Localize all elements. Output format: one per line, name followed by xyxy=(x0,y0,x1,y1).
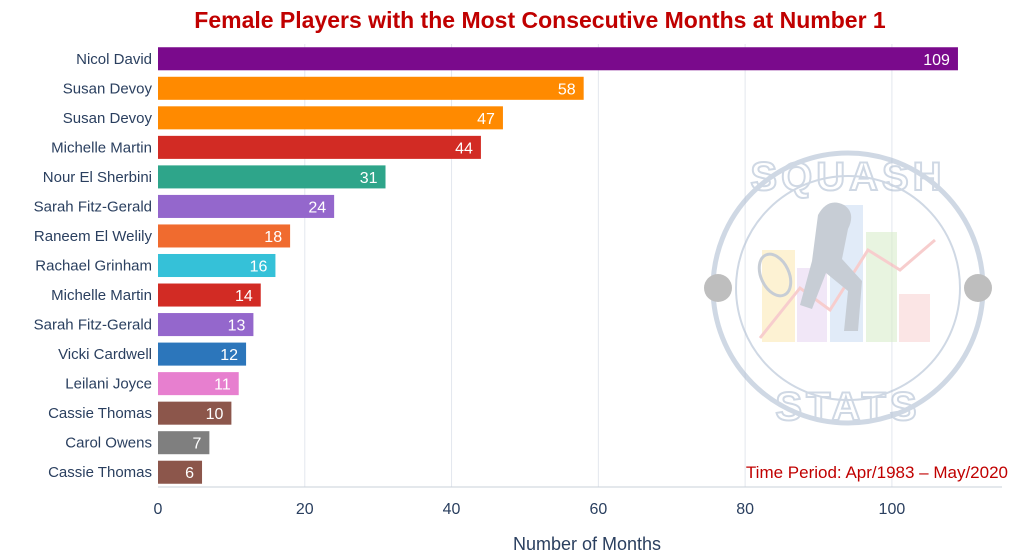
x-tick-label: 20 xyxy=(296,501,314,518)
category-label: Cassie Thomas xyxy=(48,464,152,481)
category-label: Nour El Sherbini xyxy=(43,169,152,186)
category-label: Susan Devoy xyxy=(63,80,153,97)
category-label: Susan Devoy xyxy=(63,110,153,127)
watermark-top-text: SQUASH xyxy=(750,155,945,199)
squash-stats-watermark: SQUASH STATS xyxy=(704,150,992,430)
x-tick-label: 80 xyxy=(736,501,754,518)
category-label: Nicol David xyxy=(76,51,152,68)
x-tick-label: 0 xyxy=(154,501,163,518)
watermark-bottom-text: STATS xyxy=(775,385,920,429)
time-period-annotation: Time Period: Apr/1983 – May/2020 xyxy=(746,463,1008,482)
bar xyxy=(158,313,254,337)
x-tick-label: 60 xyxy=(589,501,607,518)
bar-value-label: 12 xyxy=(220,347,238,364)
bar xyxy=(158,431,210,455)
bar xyxy=(158,47,958,71)
bars xyxy=(158,47,958,484)
bar-value-label: 109 xyxy=(923,52,950,69)
category-label: Cassie Thomas xyxy=(48,405,152,422)
bar-value-label: 44 xyxy=(455,140,473,157)
bar xyxy=(158,135,481,159)
x-axis-title: Number of Months xyxy=(513,534,661,554)
bar xyxy=(158,165,386,189)
category-label: Raneem El Welily xyxy=(34,228,153,245)
x-tick-labels: 0 20 40 60 80 100 xyxy=(154,501,906,518)
category-label: Rachael Grinham xyxy=(35,258,152,275)
x-tick-label: 100 xyxy=(879,501,906,518)
bar-value-label: 24 xyxy=(308,199,326,216)
bar-value-label: 11 xyxy=(214,377,231,394)
x-tick-label: 40 xyxy=(443,501,461,518)
category-label: Sarah Fitz-Gerald xyxy=(34,198,152,215)
bar xyxy=(158,342,247,366)
bar-value-label: 47 xyxy=(477,111,495,128)
bar xyxy=(158,194,335,218)
bar xyxy=(158,253,276,278)
bar xyxy=(158,372,239,396)
category-label: Sarah Fitz-Gerald xyxy=(34,317,152,334)
bar xyxy=(158,76,584,100)
chart-title: Female Players with the Most Consecutive… xyxy=(194,7,886,33)
bar xyxy=(158,401,232,425)
bar-value-label: 10 xyxy=(206,406,224,423)
bar-value-label: 58 xyxy=(558,81,576,98)
category-label: Carol Owens xyxy=(65,435,152,452)
bar xyxy=(158,106,503,130)
bar-value-label: 31 xyxy=(360,170,378,187)
bar xyxy=(158,283,261,307)
category-label: Vicki Cardwell xyxy=(58,346,152,363)
bar-value-label: 16 xyxy=(250,259,268,276)
category-label: Michelle Martin xyxy=(51,287,152,304)
category-label: Michelle Martin xyxy=(51,139,152,156)
bar-value-label: 18 xyxy=(264,229,282,246)
bar-value-label: 14 xyxy=(235,288,253,305)
bar-value-label: 13 xyxy=(228,318,246,335)
bar xyxy=(158,224,291,248)
category-labels: Nicol David Susan Devoy Susan Devoy Michell… xyxy=(34,51,153,481)
category-label: Leilani Joyce xyxy=(65,376,152,393)
bar-value-label: 7 xyxy=(192,436,201,453)
bar xyxy=(158,460,203,484)
bar-value-label: 6 xyxy=(185,465,194,482)
